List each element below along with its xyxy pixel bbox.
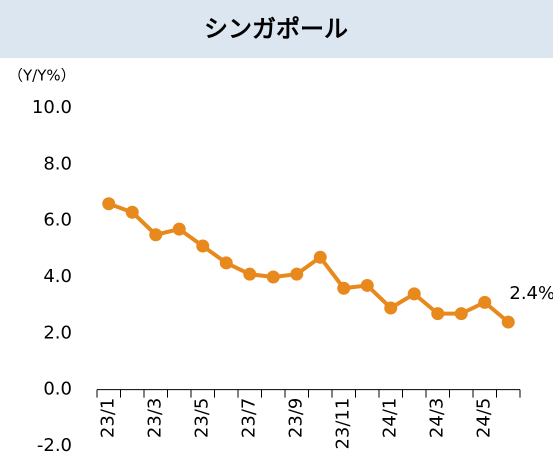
title-banner bbox=[0, 0, 553, 58]
marker bbox=[337, 281, 351, 295]
marker bbox=[149, 228, 163, 242]
y-tick-label: 6.0 bbox=[43, 210, 72, 231]
marker bbox=[266, 270, 280, 284]
marker bbox=[313, 250, 327, 264]
x-tick-label: 23/11 bbox=[333, 398, 354, 450]
y-tick-label: 0.0 bbox=[43, 379, 72, 400]
line bbox=[108, 201, 510, 324]
marker bbox=[243, 267, 257, 281]
data-label: 2.4% bbox=[509, 283, 553, 304]
marker bbox=[431, 307, 445, 321]
x-tick-label: 23/5 bbox=[192, 398, 213, 438]
x-tick-label: 23/9 bbox=[286, 398, 307, 438]
marker bbox=[360, 278, 374, 292]
marker bbox=[384, 301, 398, 315]
x-tick-label: 24/5 bbox=[474, 398, 495, 438]
y-tick-label: 4.0 bbox=[43, 266, 72, 287]
x-tick-label: 24/1 bbox=[380, 398, 401, 438]
x-tick-label: 23/1 bbox=[98, 398, 119, 438]
x-tick-label: 24/3 bbox=[427, 398, 448, 438]
y-tick-label: 10.0 bbox=[32, 97, 72, 118]
marker bbox=[102, 197, 116, 211]
y-tick-label: -2.0 bbox=[37, 435, 72, 456]
marker bbox=[125, 205, 139, 219]
marker bbox=[478, 295, 492, 309]
y-tick-label: 8.0 bbox=[43, 153, 72, 174]
marker bbox=[290, 267, 304, 281]
marker bbox=[172, 222, 186, 236]
marker bbox=[501, 315, 515, 329]
x-tick-label: 23/7 bbox=[239, 398, 260, 438]
marker bbox=[407, 287, 421, 301]
marker bbox=[454, 307, 468, 321]
chart-title: シンガポール bbox=[204, 15, 348, 43]
y-axis-label: （Y/Y%） bbox=[8, 67, 76, 85]
x-tick-label: 23/3 bbox=[145, 398, 166, 438]
marker bbox=[196, 239, 210, 253]
marker bbox=[219, 256, 233, 270]
y-tick-label: 2.0 bbox=[43, 322, 72, 343]
